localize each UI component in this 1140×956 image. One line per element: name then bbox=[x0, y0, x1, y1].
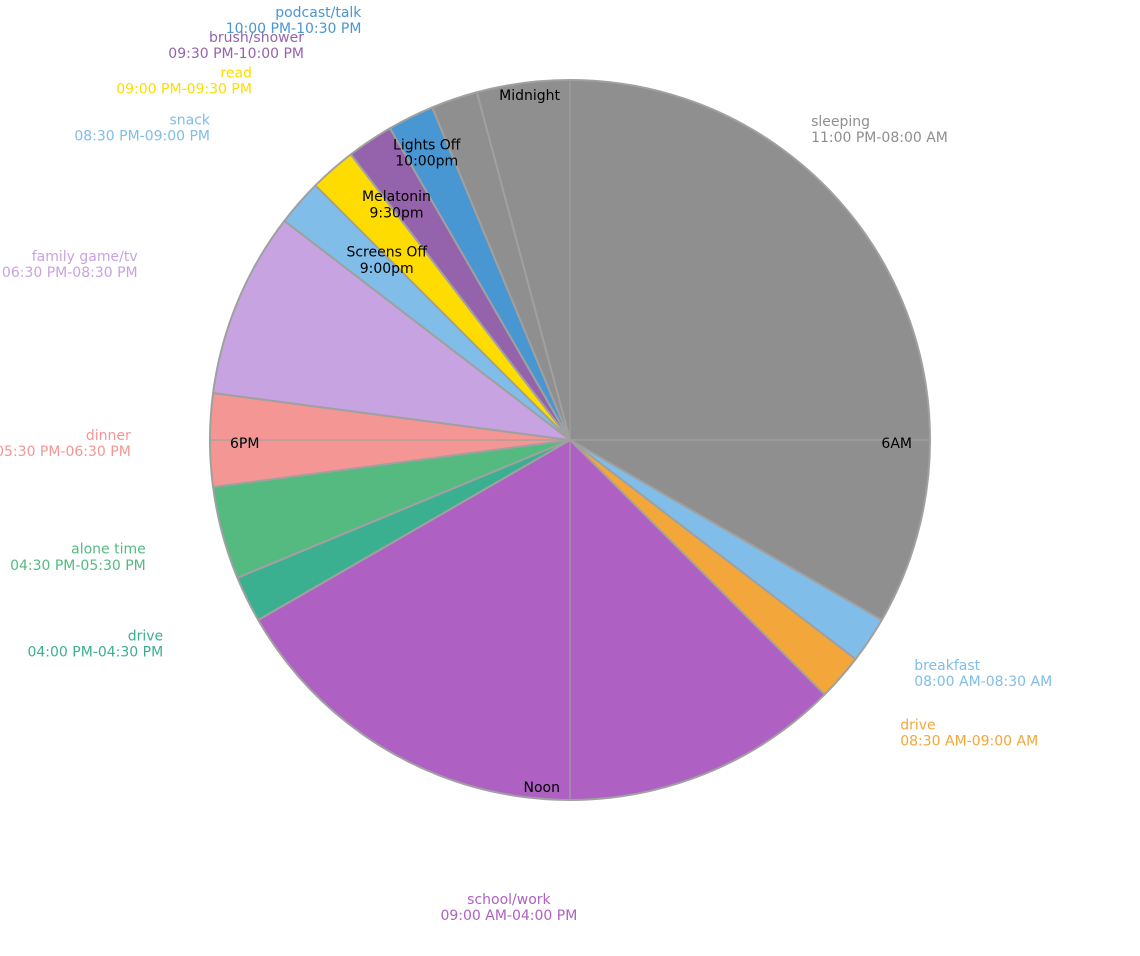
inner-label-lights-off: Lights Off10:00pm bbox=[393, 137, 461, 169]
slice-label-drive: drive04:00 PM-04:30 PM bbox=[27, 629, 163, 661]
slice-label-school-work: school/work09:00 AM-04:00 PM bbox=[440, 892, 577, 924]
slice-label-podcast-talk: podcast/talk10:00 PM-10:30 PM bbox=[226, 5, 363, 37]
axis-label-6pm: 6PM bbox=[230, 436, 259, 452]
slice-label-alone-time: alone time04:30 PM-05:30 PM bbox=[10, 542, 146, 574]
axis-label-6am: 6AM bbox=[881, 436, 912, 452]
slice-label-family-game-tv: family game/tv06:30 PM-08:30 PM bbox=[2, 249, 138, 281]
slice-label-breakfast: breakfast08:00 AM-08:30 AM bbox=[914, 658, 1052, 690]
daily-schedule-pie-chart: Midnight 6AM Noon 6PM Lights Off10:00pm Melat… bbox=[0, 0, 1140, 956]
slice-label-sleeping: sleeping11:00 PM-08:00 AM bbox=[811, 114, 948, 146]
slice-label-snack: snack08:30 PM-09:00 PM bbox=[74, 112, 211, 144]
inner-label-melatonin: Melatonin9:30pm bbox=[362, 189, 431, 221]
slice-label-read: read09:00 PM-09:30 PM bbox=[116, 65, 252, 97]
slice-label-dinner: dinner05:30 PM-06:30 PM bbox=[0, 428, 131, 460]
axis-label-midnight: Midnight bbox=[499, 88, 560, 104]
axis-label-noon: Noon bbox=[524, 780, 560, 796]
slice-label-drive: drive08:30 AM-09:00 AM bbox=[900, 718, 1038, 750]
